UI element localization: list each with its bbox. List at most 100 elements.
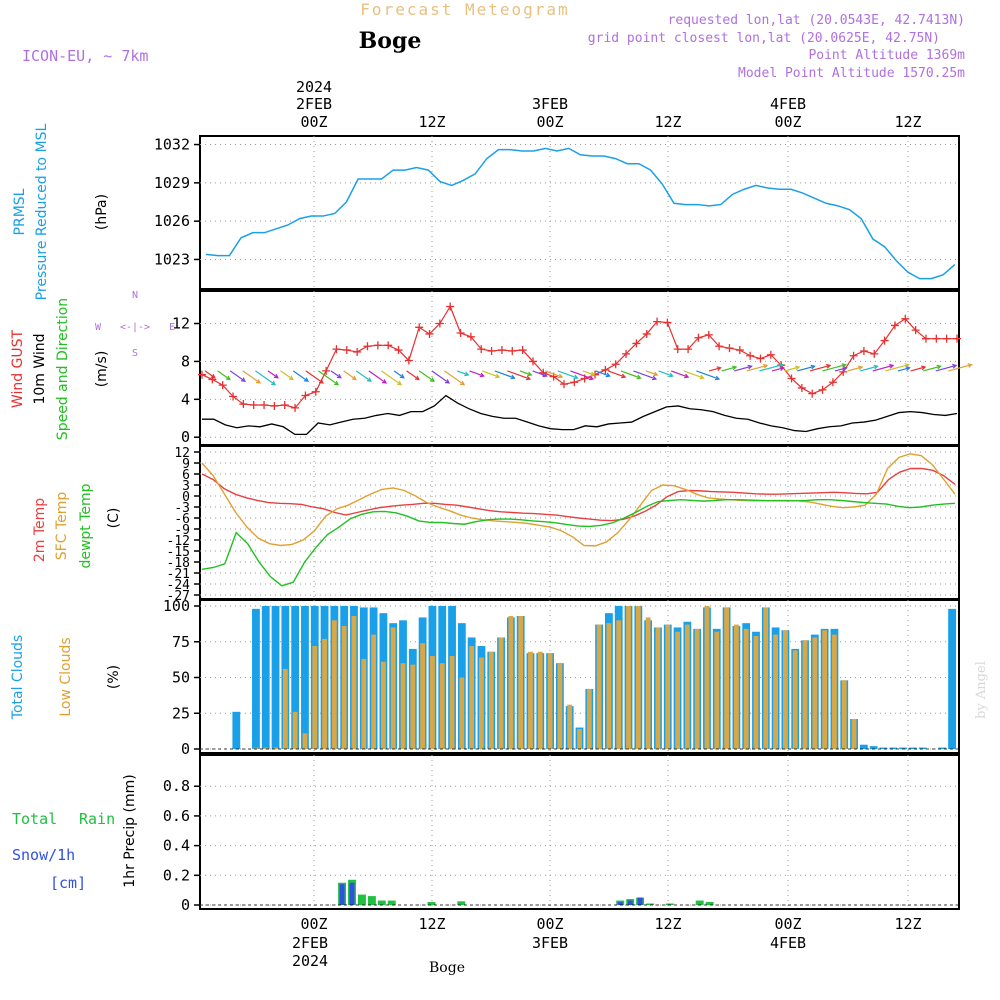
total-cloud-bar [252, 608, 260, 749]
y-tick-label: 1032 [154, 136, 190, 154]
y-tick-label: 50 [172, 669, 190, 687]
low-cloud-bar [586, 688, 592, 749]
low-cloud-bar [537, 651, 543, 749]
wind-arrow [834, 367, 847, 372]
gust-marker [353, 347, 362, 356]
compass-mid: <-|-> [120, 322, 150, 333]
temp-line-2 [201, 498, 956, 587]
gust-marker [828, 378, 837, 387]
gust-marker [735, 346, 744, 355]
wind-arrow-head [967, 363, 973, 368]
gust-marker [921, 334, 930, 343]
snow-bar [627, 900, 633, 905]
wind-arrow-head [225, 375, 231, 381]
rain-bar [367, 896, 376, 905]
wind-arrow [368, 370, 387, 384]
low-cloud-bar [331, 620, 337, 749]
bottom-day-4feb: 4FEB [770, 934, 806, 952]
low-cloud-bar [253, 747, 259, 749]
wind-arrow [771, 367, 784, 372]
wind-arrow-head [510, 374, 516, 380]
low-cloud-bar [851, 718, 857, 749]
low-cloud-bar [341, 626, 347, 749]
low-cloud-bar [626, 606, 631, 749]
top-day-2feb: 2FEB [296, 95, 332, 113]
wind-arrow-head [889, 363, 895, 369]
y-tick-label: 75 [172, 633, 190, 651]
total-cloud-bar [232, 711, 241, 749]
gust-marker [725, 344, 734, 353]
y-tick-label: -6 [174, 512, 190, 527]
low-cloud-bar [430, 656, 435, 749]
model-label: ICON-EU, ~ 7km [22, 47, 148, 65]
wind-arrow-head [810, 364, 816, 370]
total-cloud-bar [918, 747, 927, 749]
low-cloud-bar [420, 643, 426, 749]
wind-arrow-head [699, 374, 705, 380]
wind-arrow [897, 367, 910, 372]
wind-arrow-head [873, 364, 879, 370]
rain-bar [357, 894, 366, 905]
low-cloud-bar [832, 634, 837, 749]
gust-marker [611, 360, 620, 369]
wind-arrow-head [573, 374, 579, 380]
wind-arrow-head [636, 374, 642, 380]
total-cloud-bar [291, 606, 300, 749]
wind-arrow [860, 365, 878, 372]
y-tick-label: 0.2 [163, 866, 190, 884]
gust-marker [704, 330, 713, 339]
low-cloud-bar [704, 606, 710, 749]
total-label: Total [12, 810, 57, 828]
y-tick-label: -27 [167, 589, 190, 604]
y-tick-label: 0 [181, 896, 190, 914]
low-cloud-bar [645, 617, 651, 749]
top-hour-0: 00Z [300, 113, 327, 131]
wind-arrow [759, 364, 783, 372]
low-cloud-bar [783, 630, 788, 749]
y-tick-label: -15 [167, 545, 190, 560]
rain-bar [457, 901, 466, 905]
wind-arrow [330, 370, 342, 379]
y-tick-label: 0 [181, 428, 190, 446]
gridpoint-coords: grid point closest lon,lat (20.0625E, 42… [588, 31, 940, 46]
rain-bar [646, 903, 654, 905]
wind-arrow-head [366, 377, 372, 382]
wind-arrow-head [826, 363, 832, 369]
low-cloud-bar [733, 624, 739, 749]
wind-arrow [469, 370, 484, 377]
wind-arrow [620, 370, 641, 379]
wind-arrow-head [542, 372, 548, 378]
watermark: by Angel [974, 661, 989, 719]
wind-arrow-head [651, 375, 658, 381]
gust-marker [301, 391, 310, 400]
sfctemp-label: SFC Temp [54, 492, 70, 561]
wind-arrow-head [621, 373, 627, 379]
y-tick-label: 25 [172, 704, 190, 722]
low-clouds-label: Low Clouds [58, 637, 74, 716]
wind-arrow-head [747, 364, 753, 370]
y-tick-label: -18 [167, 556, 190, 571]
wind-arrow [670, 370, 689, 378]
wind-arrow-head [303, 377, 309, 382]
low-cloud-bar [410, 664, 416, 749]
wind-arrow [381, 370, 402, 386]
precip-ylabels: Total Rain Snow/1h [cm] 1hr Precip (mm) [12, 774, 138, 892]
wind-arrow [444, 370, 465, 386]
pressure-line [205, 147, 956, 280]
low-cloud-bar [528, 651, 533, 749]
gust-marker [477, 345, 486, 354]
y-tick-label: 6 [182, 468, 190, 483]
y-tick-label: 100 [163, 597, 190, 615]
y-tick-label: 0.4 [163, 837, 190, 855]
y-tick-label: -21 [167, 567, 190, 582]
wind-arrow [255, 370, 276, 386]
wind-arrow [519, 370, 532, 376]
y-tick-label: -12 [167, 534, 190, 549]
top-time-axis: 2024 2FEB 00Z 12Z 3FEB 00Z 12Z 4FEB 00Z … [296, 78, 922, 131]
wind-arrow-head [842, 366, 848, 371]
gust-marker [601, 365, 610, 374]
wind-arrow-head [464, 371, 470, 377]
top-hour-2: 00Z [536, 113, 563, 131]
gust-marker [280, 401, 289, 409]
bottom-hour-0: 00Z [300, 915, 327, 933]
